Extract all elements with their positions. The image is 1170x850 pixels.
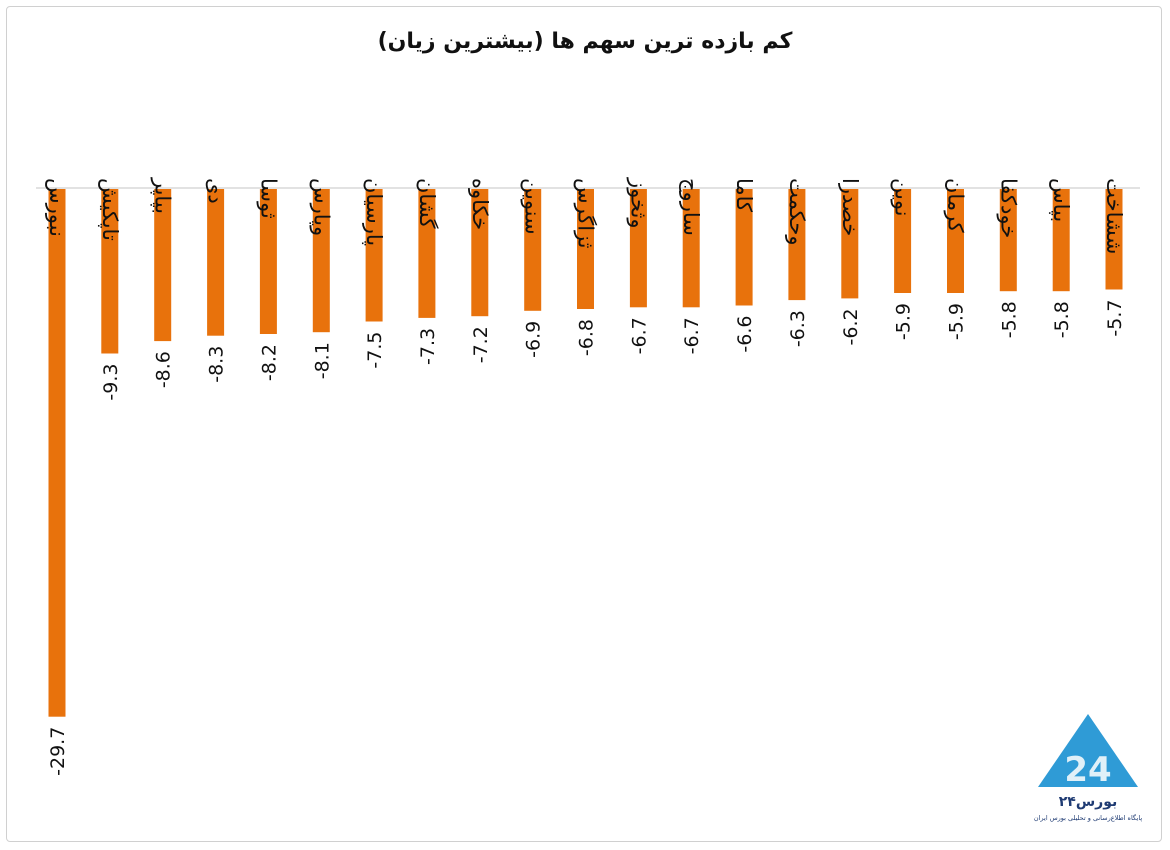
bar xyxy=(312,189,330,333)
bar xyxy=(1105,189,1123,290)
category-label: وپارس xyxy=(309,178,333,236)
bar xyxy=(1052,189,1070,292)
bar xyxy=(999,189,1017,292)
bar xyxy=(947,189,964,293)
data-label: -8.2 xyxy=(258,344,280,381)
data-label: -5.8 xyxy=(1051,301,1073,338)
category-label: بپاپر xyxy=(151,177,175,214)
logo-name: بورس۲۴ xyxy=(1059,794,1118,810)
category-label: کاما xyxy=(732,178,756,212)
category-label: خصدرا xyxy=(838,178,862,236)
category-label: خودکفا xyxy=(996,178,1020,238)
bar xyxy=(894,189,912,293)
data-label: -8.3 xyxy=(206,346,228,383)
data-label: -5.9 xyxy=(946,303,968,340)
bar xyxy=(418,189,436,318)
data-label: -6.7 xyxy=(628,317,650,354)
data-label: -7.3 xyxy=(417,328,439,365)
category-label: ثزاگرس xyxy=(574,178,598,249)
bar xyxy=(788,189,806,301)
category-label: تاپکیش xyxy=(98,178,122,241)
bar xyxy=(524,189,542,311)
data-label: -6.7 xyxy=(681,317,703,354)
category-label: دی xyxy=(204,178,228,204)
bar xyxy=(101,189,119,354)
bar xyxy=(577,189,594,309)
data-label: -6.9 xyxy=(523,321,545,358)
bar xyxy=(629,189,647,308)
category-label: وحکمت xyxy=(785,178,809,245)
category-label: گشان xyxy=(415,178,439,229)
data-label: -6.6 xyxy=(734,316,756,353)
data-label: -5.7 xyxy=(1104,300,1126,337)
data-label: -7.2 xyxy=(470,326,492,363)
data-label: -9.3 xyxy=(100,364,122,401)
bar xyxy=(471,189,489,317)
chart-frame xyxy=(6,6,1162,842)
data-label: -5.9 xyxy=(893,303,915,340)
bar xyxy=(735,189,753,306)
category-label: نوین xyxy=(891,178,915,217)
category-label: سنوین xyxy=(521,178,545,235)
bar xyxy=(48,189,66,717)
category-label: کرمان xyxy=(944,178,968,233)
bar xyxy=(841,189,859,299)
category-label: خکاوه xyxy=(468,178,492,230)
data-label: -8.6 xyxy=(153,351,175,388)
bar xyxy=(682,189,700,308)
category-label: پارسیان xyxy=(362,178,386,246)
bar xyxy=(154,189,172,342)
bar xyxy=(365,189,383,322)
category-label: ششاخت xyxy=(1102,178,1126,254)
data-label: -6.8 xyxy=(576,319,598,356)
logo-numeral-mark: 24 xyxy=(1064,750,1111,790)
bar xyxy=(207,189,225,336)
category-label: وثخوز xyxy=(626,177,650,229)
bourse24-triangle-icon xyxy=(1038,714,1138,787)
value-labels-group: -29.7 -9.3 -8.6 -8.3 -8.2 -8.1 -7.5 -7.3 -7.2 -6.… xyxy=(47,300,1126,776)
bar xyxy=(259,189,277,334)
data-label: -6.3 xyxy=(787,310,809,347)
logo-tagline: پایگاه اطلاع‌رسانی و تحلیلی بورس ایران xyxy=(1034,814,1142,822)
category-labels-group: نبورس تاپکیش بپاپر دی ثوسا وپارس پارسیان گشان خک… xyxy=(45,177,1126,254)
bars-group xyxy=(48,189,1123,717)
data-label: -8.1 xyxy=(311,342,333,379)
chart-title: کم بازده ترین سهم ها (بیشترین زیان) xyxy=(378,29,793,54)
data-label: -29.7 xyxy=(47,727,69,776)
bourse24-logo: 24 بورس۲۴ پایگاه اطلاع‌رسانی و تحلیلی بو… xyxy=(1034,714,1142,822)
category-label: بپاس xyxy=(1049,178,1073,222)
category-label: ثوسا xyxy=(256,178,280,219)
category-label: ساروج xyxy=(678,178,703,236)
data-label: -5.8 xyxy=(998,301,1020,338)
data-label: -7.5 xyxy=(364,332,386,369)
category-label: نبورس xyxy=(45,178,69,237)
data-label: -6.2 xyxy=(840,308,862,345)
